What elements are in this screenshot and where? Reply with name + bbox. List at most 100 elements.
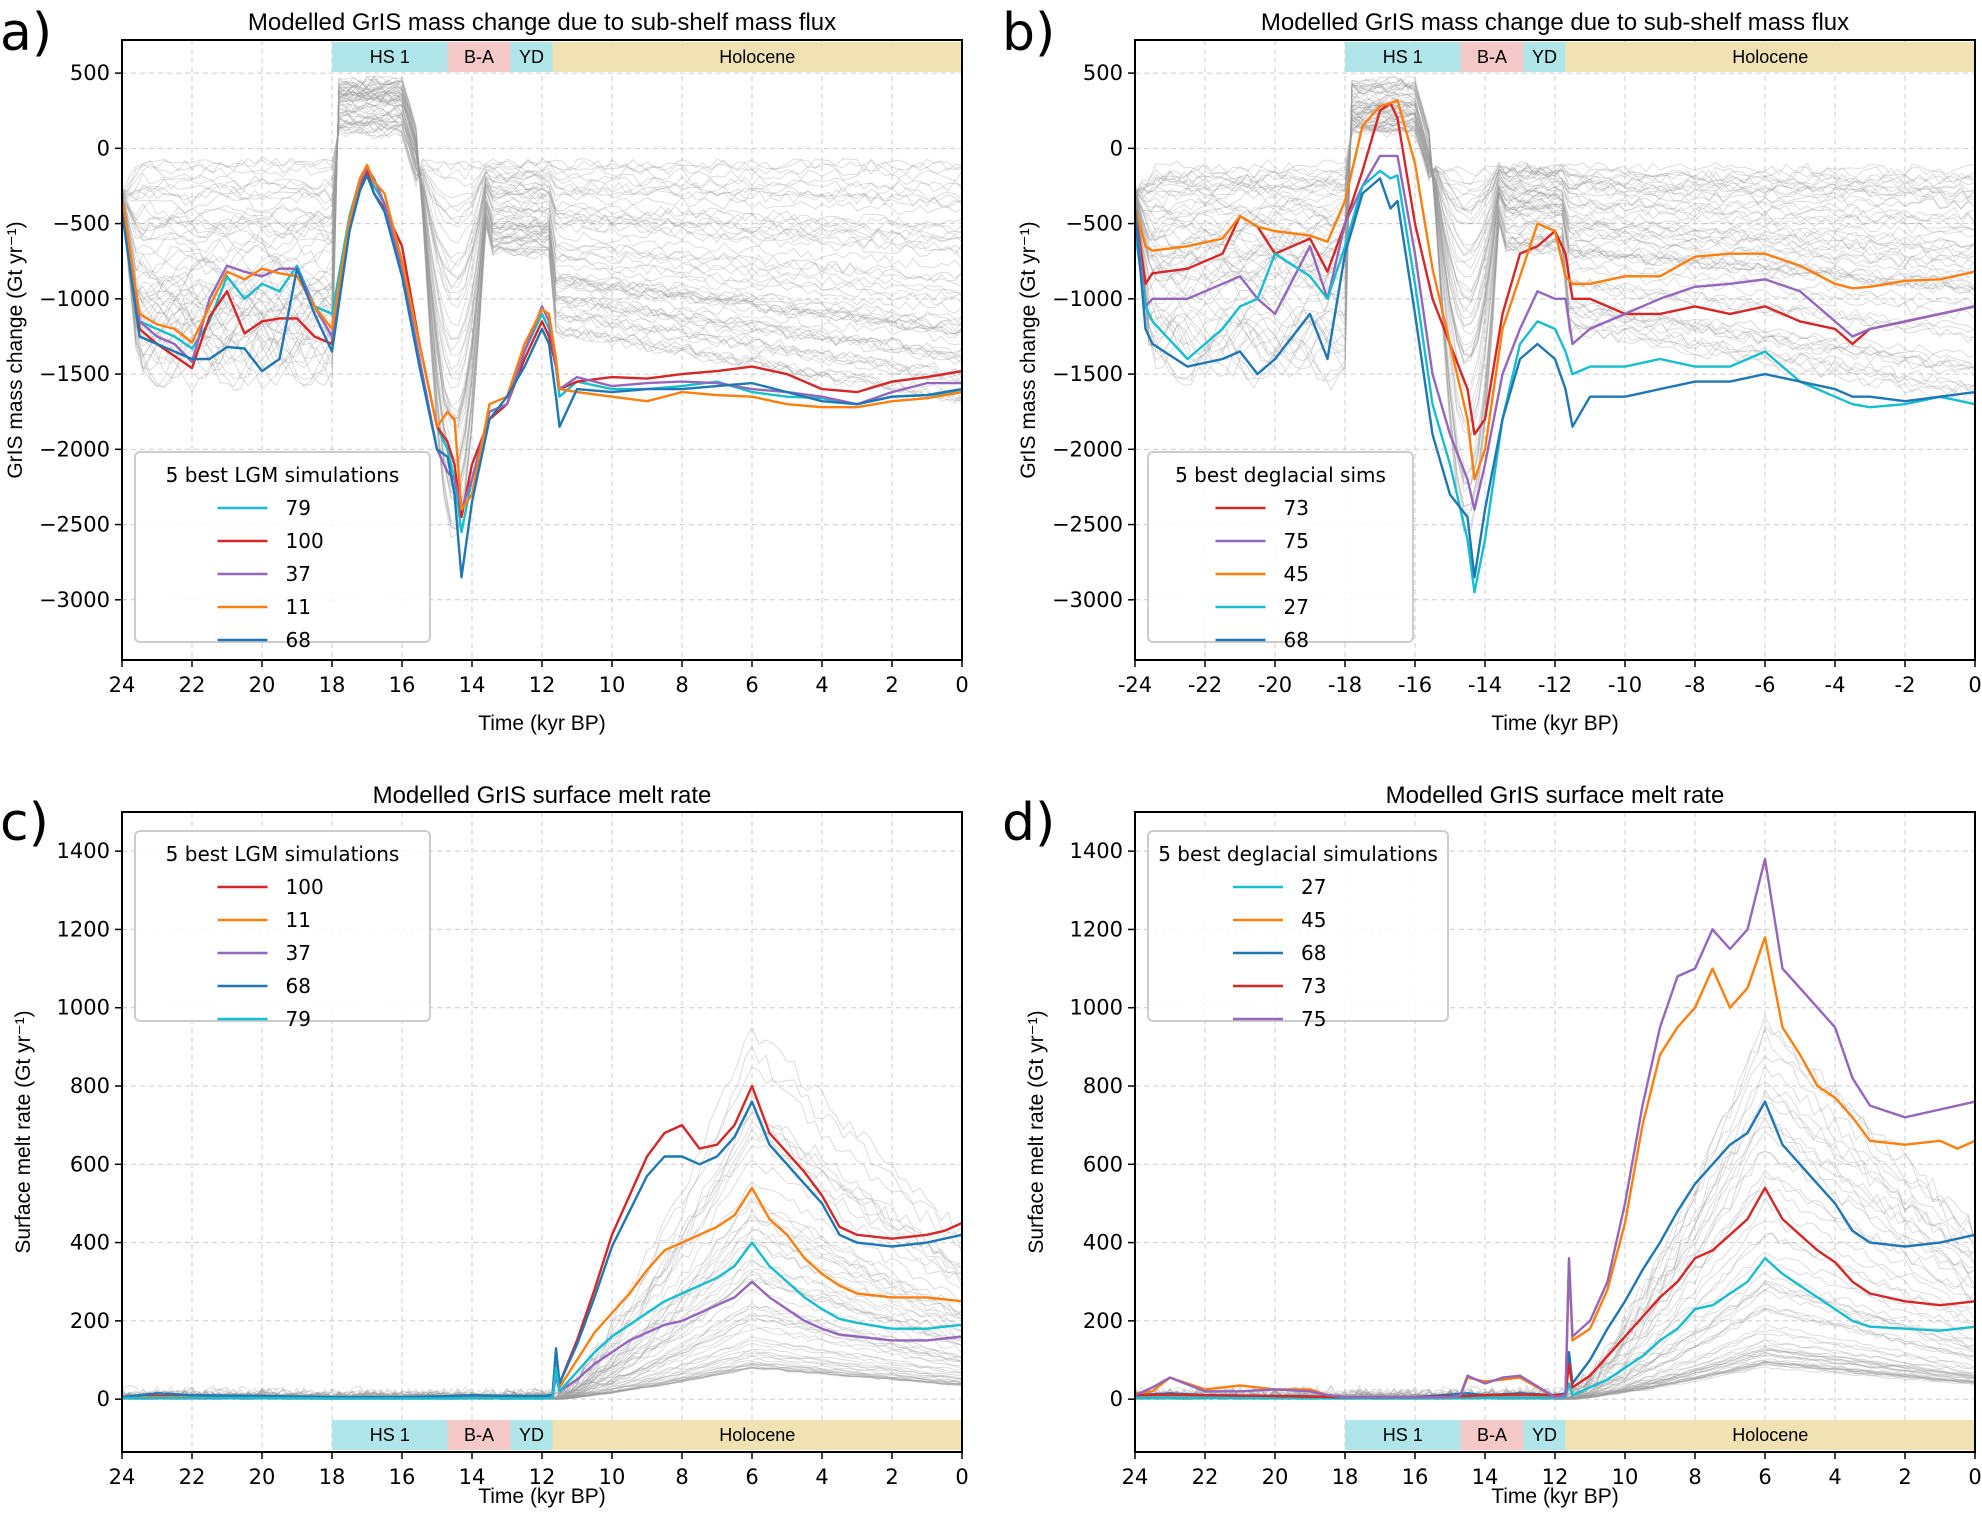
ensemble-line: [122, 92, 962, 421]
x-tick-label: -16: [1398, 673, 1432, 697]
ensemble-line: [1135, 120, 1975, 221]
ensemble-line: [1135, 96, 1975, 386]
ensemble-line: [122, 89, 962, 428]
y-tick-label: 1000: [1070, 996, 1123, 1020]
y-tick-label: −500: [52, 212, 110, 236]
ensemble-line: [1135, 111, 1975, 303]
ensemble-line: [1135, 77, 1975, 518]
x-tick-label: 0: [1968, 673, 1981, 697]
ensemble-line: [122, 80, 962, 493]
period-band-b-a: [447, 1420, 511, 1450]
ensemble-line: [122, 1144, 962, 1401]
ensemble-line: [1135, 98, 1975, 362]
legend-label: 11: [286, 595, 311, 619]
x-tick-label: -2: [1895, 673, 1916, 697]
period-label: HS 1: [370, 47, 410, 67]
ensemble-line: [1135, 99, 1975, 364]
ensemble-line: [1135, 85, 1975, 471]
ensemble-line: [122, 101, 962, 339]
period-band-holocene: [552, 1420, 962, 1450]
y-tick-label: 0: [1110, 136, 1123, 160]
ensemble-line: [1135, 123, 1975, 210]
x-tick-label: 0: [955, 1465, 968, 1489]
ensemble-line: [122, 110, 962, 278]
series-line-27: [1135, 169, 1975, 594]
ensemble-line: [1135, 78, 1975, 507]
y-axis-label: Surface melt rate (Gt yr⁻¹): [12, 1010, 35, 1253]
ensemble-line: [122, 76, 962, 539]
ensemble-line: [1135, 121, 1975, 212]
x-tick-label: -18: [1328, 673, 1362, 697]
ensemble-line: [1135, 101, 1975, 346]
legend-box: [1147, 451, 1414, 643]
ensemble-line: [1135, 97, 1975, 391]
ensemble-line: [122, 89, 962, 429]
x-tick-label: 16: [1402, 1465, 1429, 1489]
ensemble-line: [1135, 118, 1975, 225]
period-label: Holocene: [1732, 1425, 1808, 1445]
ensemble-line: [1135, 120, 1975, 214]
series-line-68: [122, 1100, 962, 1399]
ensemble-line: [1135, 1130, 1975, 1400]
panel-title: Modelled GrIS surface melt rate: [1386, 782, 1725, 809]
ensemble-line: [122, 114, 962, 267]
y-tick-label: −1000: [39, 287, 110, 311]
ensemble-line: [1135, 110, 1975, 278]
ensemble-line: [122, 110, 962, 290]
y-tick-label: 1400: [57, 839, 110, 863]
x-tick-label: 24: [109, 1465, 136, 1489]
x-tick-label: 22: [179, 673, 206, 697]
ensemble-line: [122, 116, 962, 244]
x-tick-label: 4: [815, 673, 828, 697]
y-tick-label: 0: [97, 136, 110, 160]
y-axis-label: GrIS mass change (Gt yr⁻¹): [4, 221, 27, 478]
x-axis-label: Time (kyr BP): [478, 1485, 606, 1508]
ensemble-line: [122, 110, 962, 294]
x-tick-label: -8: [1685, 673, 1706, 697]
y-tick-label: 0: [97, 1387, 110, 1411]
y-tick-label: 200: [70, 1309, 110, 1333]
series-line-79: [122, 1241, 962, 1400]
series-line-75: [1135, 857, 1975, 1399]
legend-box: [1147, 830, 1449, 1022]
y-tick-label: 800: [1083, 1074, 1123, 1098]
ensemble-line: [1135, 101, 1975, 356]
period-band-hs-1: [332, 1420, 448, 1450]
period-label: YD: [1532, 1425, 1557, 1445]
y-tick-label: −2000: [39, 437, 110, 461]
ensemble-line: [1135, 81, 1975, 493]
x-tick-label: 14: [1472, 1465, 1499, 1489]
ensemble-line: [122, 119, 962, 259]
panel-letter: c): [0, 793, 49, 853]
ensemble-line: [1135, 92, 1975, 406]
x-tick-label: 2: [885, 1465, 898, 1489]
ensemble-line: [1135, 126, 1975, 198]
legend-label: 68: [1284, 628, 1309, 652]
period-label: B-A: [1477, 47, 1507, 67]
y-axis-label: Surface melt rate (Gt yr⁻¹): [1025, 1010, 1048, 1253]
legend-title: 5 best LGM simulations: [166, 463, 400, 487]
y-tick-label: 500: [70, 61, 110, 85]
x-tick-label: 12: [529, 673, 556, 697]
x-tick-label: 16: [389, 1465, 416, 1489]
x-tick-label: 8: [675, 673, 688, 697]
x-tick-label: 6: [745, 673, 758, 697]
x-tick-label: -6: [1755, 673, 1776, 697]
x-tick-label: 24: [109, 673, 136, 697]
ensemble-line: [1135, 91, 1975, 421]
x-tick-label: -10: [1608, 673, 1642, 697]
y-tick-label: −1500: [39, 362, 110, 386]
plot-area: HS 1 B-A YD Holocene: [1135, 812, 1975, 1452]
ensemble-line: [122, 98, 962, 371]
ensemble-line: [1135, 122, 1975, 200]
y-tick-label: 200: [1083, 1309, 1123, 1333]
period-band-holocene: [552, 42, 962, 72]
legend-label: 45: [1301, 908, 1326, 932]
legend-title: 5 best deglacial sims: [1175, 463, 1386, 487]
y-tick-label: −3000: [1052, 588, 1123, 612]
ensemble-line: [122, 90, 962, 420]
x-tick-label: 6: [1758, 1465, 1771, 1489]
ensemble-line: [122, 75, 962, 527]
panel-a: a) Modelled GrIS mass change due to sub-s…: [0, 3, 969, 735]
